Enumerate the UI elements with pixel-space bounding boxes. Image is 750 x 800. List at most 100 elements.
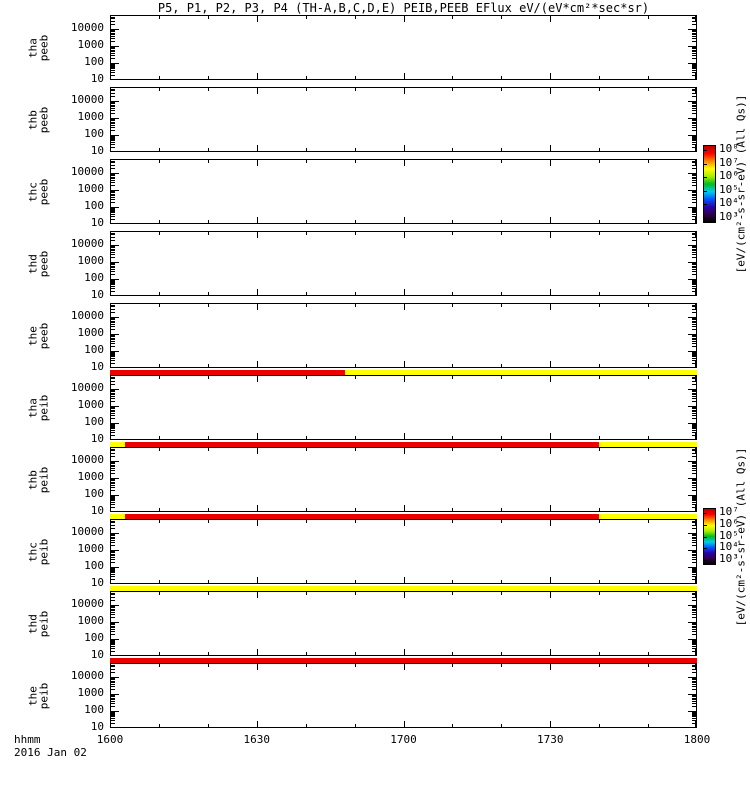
- tick: [111, 312, 115, 313]
- tick: [111, 339, 115, 340]
- tick: [111, 89, 115, 90]
- tick: [111, 147, 115, 148]
- tick: [688, 118, 696, 119]
- panel-label-thc-peib: thc peib: [22, 519, 54, 584]
- tick: [111, 130, 115, 131]
- tick: [692, 623, 696, 624]
- tick: [692, 21, 696, 22]
- tick: [111, 282, 115, 283]
- tick: [111, 393, 115, 394]
- tick: [692, 211, 696, 212]
- tick: [692, 666, 696, 667]
- tick: [692, 338, 696, 339]
- tick: [111, 48, 115, 49]
- tick: [599, 592, 600, 595]
- tick: [355, 292, 356, 295]
- tick: [648, 580, 649, 583]
- tick: [111, 617, 115, 618]
- tick: [648, 16, 649, 19]
- tick: [111, 234, 115, 235]
- tick: [404, 649, 405, 655]
- tick: [599, 664, 600, 667]
- tick: [452, 160, 453, 163]
- tick: [599, 436, 600, 439]
- tick: [692, 498, 696, 499]
- tick: [692, 360, 696, 361]
- tick: [111, 557, 115, 558]
- tick: [355, 448, 356, 451]
- tick: [692, 66, 696, 67]
- tick: [550, 664, 551, 670]
- tick: [208, 520, 209, 523]
- tick: [692, 640, 696, 641]
- tick: [692, 252, 696, 253]
- tick: [692, 626, 696, 627]
- tick: [599, 520, 600, 523]
- tick: [306, 448, 307, 451]
- tick: [111, 699, 115, 700]
- tick: [111, 695, 115, 696]
- panel-label-thb-peib: thb peib: [22, 447, 54, 512]
- tick: [692, 684, 696, 685]
- tick: [695, 16, 696, 22]
- tick: [692, 51, 696, 52]
- tick: [692, 180, 696, 181]
- tick: [355, 376, 356, 379]
- tick: [695, 217, 696, 223]
- tick: [692, 250, 696, 251]
- tick: [111, 355, 115, 356]
- tick: [111, 663, 115, 664]
- tick: [111, 317, 119, 318]
- tick: [355, 508, 356, 511]
- tick: [111, 120, 115, 121]
- colorbar-unit-label: [eV/(cm²-s-sr-eV) (All Qs)]: [734, 94, 748, 274]
- tick: [404, 289, 405, 295]
- tick: [692, 714, 696, 715]
- panel-label-text: the peib: [26, 682, 50, 709]
- y-tick-label: 10000: [70, 93, 104, 106]
- tick: [692, 398, 696, 399]
- tick: [692, 381, 696, 382]
- tick: [111, 605, 119, 606]
- tick: [692, 465, 696, 466]
- tick: [501, 232, 502, 235]
- tick: [257, 304, 258, 310]
- tick: [111, 274, 115, 275]
- y-tick-label: 1000: [77, 182, 105, 195]
- colorbar-tick-label: 10⁴: [719, 540, 739, 553]
- tick: [692, 286, 696, 287]
- tick: [692, 424, 696, 425]
- tick: [208, 508, 209, 511]
- tick: [550, 217, 551, 223]
- tick: [111, 624, 115, 625]
- tick: [692, 192, 696, 193]
- tick: [111, 507, 115, 508]
- tick: [111, 607, 115, 608]
- tick: [692, 545, 696, 546]
- tick: [111, 173, 115, 174]
- tick: [688, 135, 696, 136]
- panel-label-text: thd peib: [26, 610, 50, 637]
- tick: [501, 652, 502, 655]
- tick: [257, 232, 258, 238]
- tick: [692, 715, 696, 716]
- tick: [692, 427, 696, 428]
- tick: [648, 436, 649, 439]
- tick: [692, 305, 696, 306]
- tick: [111, 479, 115, 480]
- x-axis-date-label: 2016 Jan 02: [14, 746, 87, 759]
- tick: [692, 462, 696, 463]
- y-tick-label: 100: [84, 415, 104, 428]
- tick: [452, 652, 453, 655]
- tick: [111, 552, 115, 553]
- tick: [111, 389, 119, 390]
- tick: [111, 191, 115, 192]
- colorbar-tick-label: 10³: [719, 552, 739, 565]
- tick: [692, 324, 696, 325]
- tick: [111, 175, 115, 176]
- tick: [692, 136, 696, 137]
- tick: [306, 292, 307, 295]
- tick: [111, 33, 115, 34]
- tick: [692, 703, 696, 704]
- tick: [306, 436, 307, 439]
